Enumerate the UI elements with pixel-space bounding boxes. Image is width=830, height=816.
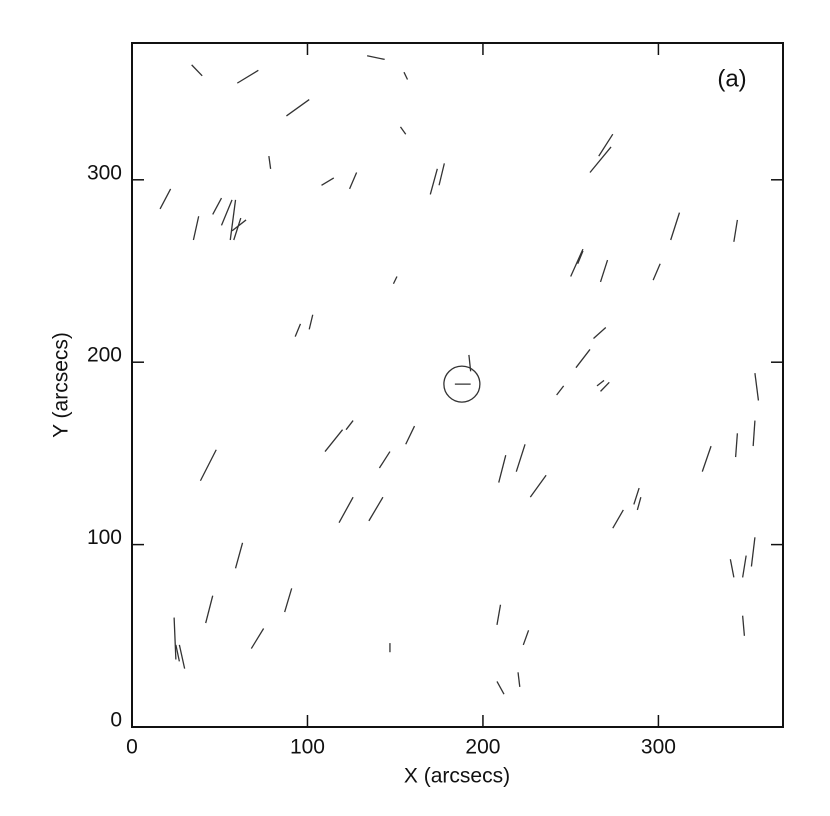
vector-segment [199,449,217,482]
vector-segment [338,496,354,524]
vector-segment [752,420,756,447]
vector-segment [754,373,760,401]
vector-segment [729,559,735,578]
vector-segment [589,146,612,173]
vector-segment [268,155,272,169]
x-tick-label: 300 [641,736,676,759]
vector-segment [286,99,310,117]
vector-segment [577,250,584,264]
x-tick-label: 200 [465,736,500,759]
vector-segment [284,588,293,613]
vector-segment [515,444,526,472]
vector-segment [231,219,247,232]
vector-segment [529,474,547,498]
vector-segment [734,433,739,458]
vector-segment [701,445,712,472]
vector-segment [570,248,584,277]
vector-segment [178,644,186,669]
panel-label: (a) [717,65,746,92]
y-tick-label: 200 [87,344,122,367]
vector-segment [599,259,609,283]
vector-segment [741,555,747,578]
vector-segment [652,263,661,281]
vector-segment [600,381,610,392]
vector-segment [378,451,391,469]
vector-segment [438,163,445,186]
x-tick-label: 100 [290,736,325,759]
vector-segment [612,509,624,529]
vector-segment [324,429,344,452]
vector-segment [345,420,354,431]
reference-circle [443,365,481,403]
vector-segment [522,630,530,646]
vector-segment [633,487,640,505]
vector-segment [212,197,223,215]
vector-segment [294,323,302,337]
vector-segment [175,644,181,662]
vector-segment [733,219,739,242]
y-tick-label: 0 [110,709,122,732]
vector-segment [598,133,614,157]
vector-segment [348,172,358,190]
y-axis-title: Y (arcsecs) [50,332,73,438]
y-tick-label: 100 [87,526,122,549]
vector-segment [498,455,507,483]
vector-segment [556,385,565,396]
x-tick-label: 0 [126,736,138,759]
vector-segment [636,497,642,511]
vector-segment [220,199,233,226]
vector-segment [405,425,416,445]
vector-segment [159,188,172,210]
vector-segment [741,615,746,636]
vector-segment [173,617,177,660]
vector-segment [399,126,407,135]
vector-segment [392,276,398,285]
vector-segment [191,64,203,77]
vector-segment [368,496,384,522]
vector-segment [366,55,385,61]
vector-segment [234,542,244,569]
vector-segment [236,69,259,84]
vector-segment [321,177,335,186]
y-tick-label: 300 [87,161,122,184]
vector-segment [229,199,237,241]
vector-segment [750,537,756,567]
vector-segment [429,168,438,195]
vector-segment [250,628,265,649]
vector-segment [205,595,214,624]
vector-segment [670,212,681,241]
plot-frame [131,42,784,728]
vector-segment [593,327,607,339]
vector-segment [596,379,605,387]
x-axis-title: X (arcsecs) [404,765,510,788]
vector-segment [496,681,505,695]
vector-segment [575,349,591,369]
vector-segment [192,216,200,241]
vector-segment [403,71,409,80]
vector-segment [308,314,314,330]
vector-segment [496,604,502,625]
vector-segment [517,672,521,687]
vector-segment [233,217,242,241]
